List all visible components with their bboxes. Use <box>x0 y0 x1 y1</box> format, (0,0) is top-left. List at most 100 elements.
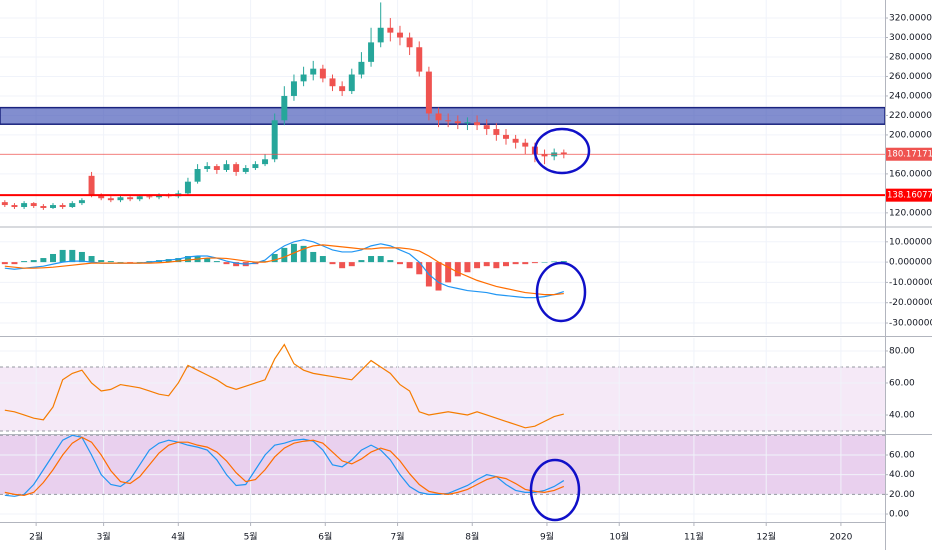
candle-body <box>290 81 297 96</box>
histogram-bar <box>271 253 278 263</box>
candle-body <box>271 120 278 160</box>
histogram-bar <box>98 260 105 263</box>
histogram-bar <box>117 262 124 263</box>
annotation-circle <box>529 458 581 522</box>
candle-body <box>213 166 220 170</box>
candle-body <box>78 200 85 204</box>
histogram-bar <box>136 262 143 263</box>
marks-layer <box>0 2 886 497</box>
indicator-line <box>4 434 565 497</box>
x-tick-label: 2020 <box>829 533 852 543</box>
axis-layer: 120.00000000 160.00000000 200.00000000 220.… <box>29 14 932 543</box>
background-layer <box>0 366 885 495</box>
candle-body <box>300 74 307 82</box>
indicator-band <box>0 435 885 495</box>
annotation-circle <box>533 127 591 175</box>
candle-body <box>425 71 432 114</box>
y-tick-label: 80.00 <box>889 346 915 356</box>
y-tick-label: 60.00 <box>889 450 915 460</box>
price-label-bg <box>886 188 932 202</box>
y-tick-label: 240.00000000 <box>889 91 932 101</box>
candle-body <box>435 113 442 121</box>
histogram-bar <box>541 262 548 263</box>
candle-body <box>310 68 317 75</box>
histogram-bar <box>445 262 452 283</box>
histogram-bar <box>512 262 519 265</box>
x-tick-label: 9월 <box>540 531 554 543</box>
candle-body <box>281 95 288 121</box>
histogram-bar <box>551 261 558 263</box>
price-label: 138.16077305 <box>887 191 932 201</box>
histogram-bar <box>406 262 413 269</box>
candle-body <box>184 181 191 194</box>
candle-body <box>387 27 394 33</box>
y-tick-label: 280.00000000 <box>889 52 932 62</box>
histogram-bar <box>368 256 375 263</box>
candle-body <box>1 202 8 206</box>
histogram-bar <box>493 262 500 269</box>
histogram-bar <box>329 262 336 265</box>
candle-body <box>40 206 47 208</box>
histogram-bar <box>358 260 365 263</box>
y-tick-label: 260.00000000 <box>889 72 932 82</box>
candle-body <box>223 164 230 170</box>
candle-body <box>560 152 567 155</box>
y-tick-label: 40.00 <box>889 470 915 480</box>
annotation-circle <box>535 261 587 323</box>
candle-body <box>454 121 461 124</box>
candle-body <box>107 198 114 201</box>
y-tick-label: 320.00000000 <box>889 14 932 24</box>
candle-body <box>522 142 529 147</box>
histogram-bar <box>560 261 567 263</box>
candle-body <box>146 196 153 198</box>
candle-body <box>464 122 471 124</box>
y-tick-label: 10.00000000 <box>889 237 932 247</box>
candle-body <box>21 203 28 208</box>
candle-body <box>358 61 365 75</box>
histogram-bar <box>339 262 346 269</box>
candle-body <box>98 195 105 199</box>
y-tick-label: -30.00000000 <box>889 319 932 329</box>
x-tick-label: 4월 <box>171 531 185 543</box>
y-tick-label: 0.00000000 <box>889 258 932 268</box>
histogram-bar <box>310 251 317 263</box>
candle-body <box>59 205 66 208</box>
candle-body <box>30 203 37 207</box>
histogram-bar <box>69 249 76 263</box>
x-tick-label: 11월 <box>684 531 704 543</box>
candle-body <box>377 27 384 43</box>
histogram-bar <box>503 262 509 267</box>
candle-body <box>136 196 143 200</box>
candle-body <box>319 68 326 79</box>
x-tick-label: 2월 <box>29 531 43 543</box>
candle-body <box>50 205 56 208</box>
y-tick-label: 0.00 <box>889 510 909 520</box>
y-tick-label: 20.00 <box>889 490 915 500</box>
histogram-bar <box>300 245 307 263</box>
histogram-bar <box>213 261 220 263</box>
candle-body <box>242 168 249 172</box>
candle-body <box>117 197 124 201</box>
x-tick-label: 8월 <box>465 531 479 543</box>
histogram-bar <box>107 261 114 263</box>
price-zone <box>0 106 886 125</box>
candle-body <box>233 164 240 172</box>
candle-body <box>252 164 259 169</box>
histogram-bar <box>416 262 423 275</box>
histogram-bar <box>21 261 28 263</box>
x-tick-label: 12월 <box>756 531 776 543</box>
candle-body <box>368 42 375 62</box>
x-tick-label: 5월 <box>244 531 258 543</box>
histogram-bar <box>30 260 37 263</box>
indicator-line <box>4 436 565 496</box>
histogram-bar <box>474 262 481 269</box>
histogram-bar <box>88 256 95 263</box>
histogram-bar <box>40 258 47 263</box>
y-tick-label: 60.00 <box>889 378 915 388</box>
histogram-bar <box>11 262 18 265</box>
y-tick-label: -10.00000000 <box>889 278 932 288</box>
histogram-bar <box>281 247 288 263</box>
